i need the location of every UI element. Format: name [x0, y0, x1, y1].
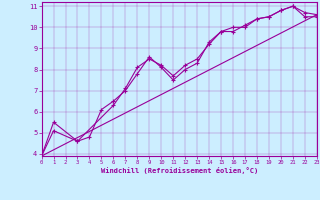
X-axis label: Windchill (Refroidissement éolien,°C): Windchill (Refroidissement éolien,°C)	[100, 167, 258, 174]
